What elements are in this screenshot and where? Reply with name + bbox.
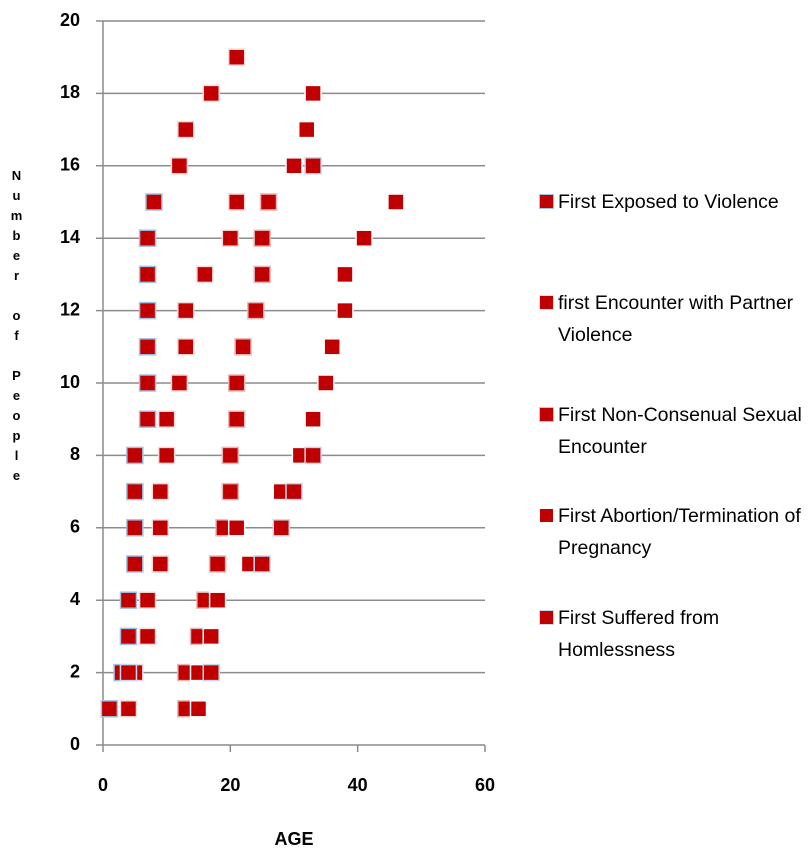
point <box>227 374 246 392</box>
legend-label: First Exposed to Violence <box>558 191 779 213</box>
point <box>234 338 252 356</box>
point <box>138 229 157 247</box>
point <box>227 410 246 428</box>
point <box>138 265 157 284</box>
point <box>145 193 163 211</box>
point <box>119 700 138 718</box>
y-tick-label: 12 <box>60 299 80 319</box>
y-tick-label: 10 <box>60 372 80 392</box>
point <box>297 120 316 139</box>
legend-item: First Exposed to Violence <box>538 186 809 218</box>
point <box>189 700 208 718</box>
point <box>119 663 138 682</box>
point <box>177 301 195 320</box>
point <box>221 446 240 465</box>
y-tick-label: 2 <box>70 661 80 681</box>
legend-swatch <box>539 407 554 422</box>
point <box>387 193 405 211</box>
x-tick-label: 40 <box>348 775 368 795</box>
point <box>170 157 189 175</box>
legend-swatch <box>539 508 554 523</box>
legend-label: First Abortion/Termination of Pregnancy <box>558 505 801 559</box>
legend-label: First Non-Consenual Sexual Encounter <box>558 404 802 458</box>
point <box>304 157 322 175</box>
point <box>247 301 265 320</box>
point <box>119 627 138 646</box>
point <box>138 374 157 392</box>
y-tick-label: 18 <box>60 82 80 102</box>
point <box>208 555 227 573</box>
point <box>151 555 170 573</box>
point <box>336 301 354 320</box>
x-tick-label: 60 <box>475 775 495 795</box>
legend-label: First Suffered from Homlessness <box>558 607 720 661</box>
point <box>177 338 195 356</box>
point <box>202 627 220 646</box>
point <box>317 374 335 392</box>
point <box>138 338 157 356</box>
y-tick-label: 20 <box>60 10 80 30</box>
point <box>253 265 271 284</box>
x-tick-label: 20 <box>220 775 240 795</box>
legend-item: First Abortion/Termination of Pregnancy <box>538 500 809 564</box>
legend-swatch <box>539 194 554 209</box>
legend-item: first Encounter with Partner Violence <box>538 287 809 351</box>
point <box>272 519 291 537</box>
y-tick-label: 4 <box>70 589 80 609</box>
point <box>259 193 278 211</box>
y-tick-label: 6 <box>70 517 80 537</box>
y-tick-label: 8 <box>70 444 80 464</box>
point <box>202 84 220 103</box>
y-axis-label: Number of People <box>9 168 24 488</box>
legend-item: First Suffered from Homlessness <box>538 602 809 666</box>
x-tick-label: 0 <box>98 775 108 795</box>
x-axis-label: AGE <box>274 829 313 849</box>
y-tick-label: 0 <box>70 734 80 754</box>
point <box>196 265 214 284</box>
point <box>227 48 246 66</box>
point <box>126 446 144 465</box>
point <box>221 229 240 247</box>
point <box>355 229 373 247</box>
point <box>253 555 271 573</box>
point <box>202 663 220 682</box>
point <box>170 374 189 392</box>
point <box>285 157 303 175</box>
point <box>285 482 303 501</box>
point <box>304 446 322 465</box>
point <box>304 84 322 103</box>
point <box>157 410 176 428</box>
point <box>138 591 157 609</box>
point <box>227 519 246 537</box>
legend-swatch <box>539 610 554 625</box>
point <box>138 301 157 320</box>
point <box>304 410 322 428</box>
point <box>126 519 144 537</box>
point <box>227 193 246 211</box>
point <box>336 265 354 284</box>
point <box>126 482 144 501</box>
point <box>208 591 227 609</box>
point <box>119 591 138 609</box>
point <box>138 627 157 646</box>
legend-swatch <box>539 295 554 310</box>
point <box>100 700 119 718</box>
point <box>323 338 341 356</box>
point <box>177 120 195 139</box>
legend-item: First Non-Consenual Sexual Encounter <box>538 399 809 463</box>
point <box>157 446 176 465</box>
y-tick-label: 16 <box>60 155 80 175</box>
point <box>138 410 157 428</box>
point <box>151 519 170 537</box>
point <box>253 229 271 247</box>
point <box>151 482 170 501</box>
point <box>221 482 240 501</box>
point <box>126 555 144 573</box>
y-tick-label: 14 <box>60 227 80 247</box>
legend-label: first Encounter with Partner Violence <box>558 292 794 346</box>
